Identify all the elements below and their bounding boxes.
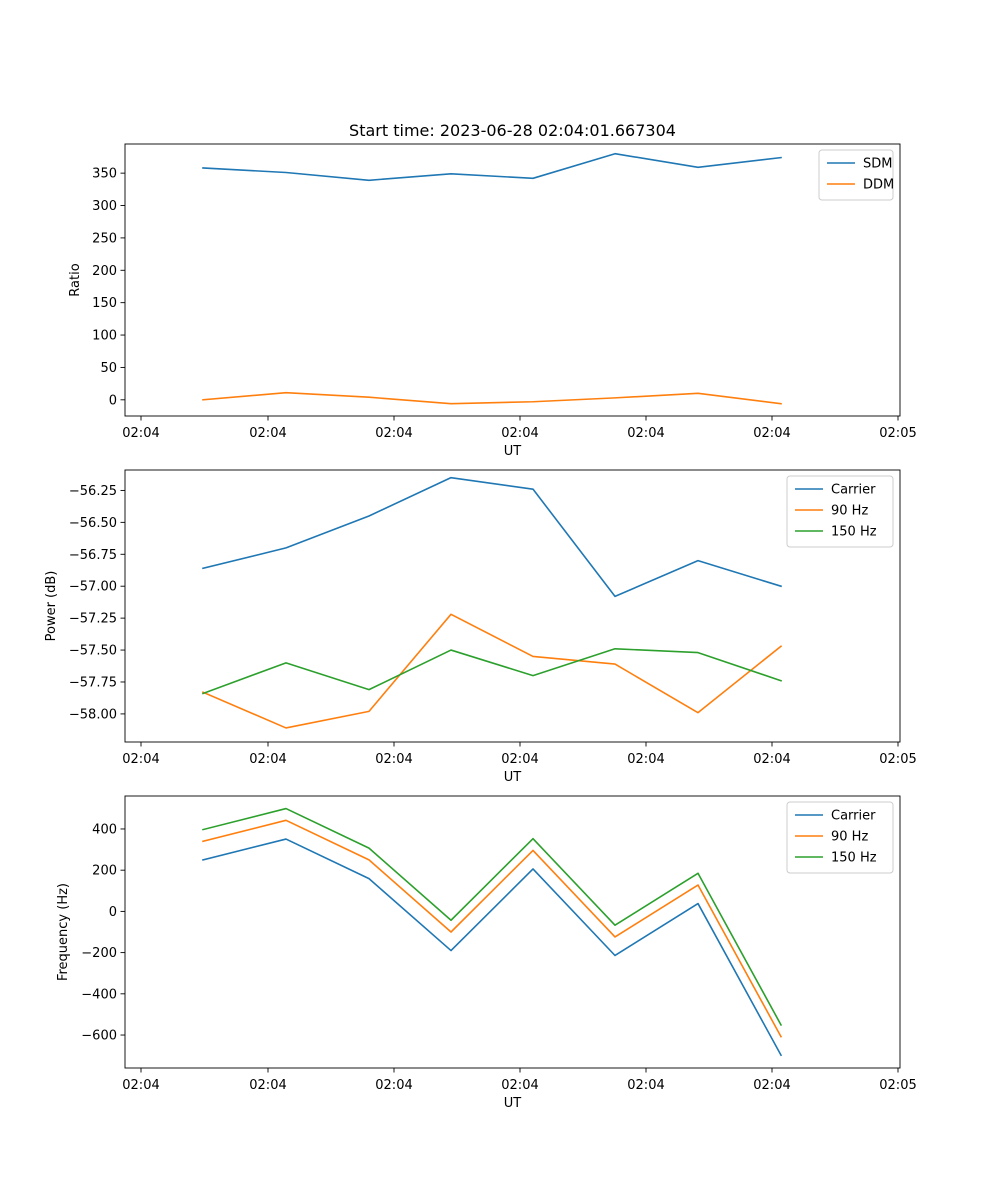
x-axis-label: UT <box>504 1096 522 1111</box>
x-tick-label: 02:04 <box>122 426 159 441</box>
x-tick-label: 02:04 <box>375 752 412 767</box>
x-tick-label: 02:04 <box>627 752 664 767</box>
legend-label: 150 Hz <box>831 851 877 866</box>
y-tick-label: −600 <box>81 1029 117 1044</box>
series-line-150-hz <box>202 807 783 1027</box>
y-tick-label: 300 <box>92 199 117 214</box>
y-tick-label: 0 <box>109 905 117 920</box>
legend: Carrier 90 Hz 150 Hz <box>786 475 894 548</box>
x-tick-label: 02:05 <box>879 752 916 767</box>
legend-label: Carrier <box>831 483 876 498</box>
y-axis-label: Power (dB) <box>44 571 59 642</box>
legend: Carrier 90 Hz 150 Hz <box>786 801 894 874</box>
chart-panel-3: 02:04 02:04 02:04 02:04 02:04 02:04 02:05 −600 −… <box>56 795 917 1111</box>
series-line-sdm <box>202 152 782 182</box>
legend: SDM DDM <box>818 149 894 201</box>
x-tick-label: 02:04 <box>375 1078 412 1093</box>
y-tick-label: 400 <box>92 822 117 837</box>
x-tick-label: 02:04 <box>501 752 538 767</box>
y-tick-label: 200 <box>92 864 117 879</box>
x-tick-label: 02:04 <box>249 426 286 441</box>
x-tick-label: 02:04 <box>753 1078 790 1093</box>
x-tick-label: 02:05 <box>879 1078 916 1093</box>
x-axis-label: UT <box>504 770 522 785</box>
x-tick-label: 02:04 <box>375 426 412 441</box>
legend-label: DDM <box>863 178 894 193</box>
legend-box <box>786 475 894 548</box>
y-tick-label: 200 <box>92 264 117 279</box>
y-tick-label: 250 <box>92 231 117 246</box>
series-line-90-hz <box>202 819 783 1038</box>
y-tick-label: 350 <box>92 167 117 182</box>
y-tick-label: 50 <box>100 361 117 376</box>
figure-title: Start time: 2023-06-28 02:04:01.667304 <box>349 121 676 140</box>
y-tick-label: 100 <box>92 329 117 344</box>
y-tick-label: −200 <box>81 946 117 961</box>
x-tick-label: 02:05 <box>879 426 916 441</box>
y-tick-label: 150 <box>92 296 117 311</box>
y-tick-label: −58.00 <box>69 707 117 722</box>
series-line-150-hz <box>201 647 783 695</box>
legend-label: 150 Hz <box>831 525 877 540</box>
y-tick-label: −57.00 <box>69 580 117 595</box>
y-tick-label: 0 <box>109 393 117 408</box>
x-tick-label: 02:04 <box>122 1078 159 1093</box>
legend-label: 90 Hz <box>831 830 868 845</box>
y-tick-label: −57.75 <box>69 675 117 690</box>
chart-panel-1: 02:04 02:04 02:04 02:04 02:04 02:04 02:05 0 50 10… <box>68 143 917 459</box>
x-tick-label: 02:04 <box>249 1078 286 1093</box>
series-line-90-hz <box>201 613 783 729</box>
chart-panel-2: 02:04 02:04 02:04 02:04 02:04 02:04 02:05 −58.0… <box>44 469 917 785</box>
x-tick-label: 02:04 <box>627 426 664 441</box>
y-axis-label: Frequency (Hz) <box>56 883 71 981</box>
series-line-carrier <box>202 838 783 1057</box>
axes-frame <box>124 143 901 417</box>
x-tick-label: 02:04 <box>501 426 538 441</box>
axes-frame <box>124 469 901 743</box>
legend-label: Carrier <box>831 809 876 824</box>
axes-frame <box>124 795 901 1069</box>
x-axis-label: UT <box>504 444 522 459</box>
y-axis-label: Ratio <box>68 263 83 296</box>
series-line-carrier <box>202 476 782 598</box>
x-tick-label: 02:04 <box>122 752 159 767</box>
y-tick-label: −400 <box>81 987 117 1002</box>
legend-label: 90 Hz <box>831 504 868 519</box>
legend-label: SDM <box>863 157 892 172</box>
x-tick-label: 02:04 <box>753 752 790 767</box>
x-tick-label: 02:04 <box>753 426 790 441</box>
y-tick-label: −56.50 <box>69 516 117 531</box>
x-tick-label: 02:04 <box>249 752 286 767</box>
legend-box <box>786 801 894 874</box>
y-tick-label: −57.25 <box>69 612 117 627</box>
x-tick-label: 02:04 <box>627 1078 664 1093</box>
y-tick-label: −56.25 <box>69 484 117 499</box>
series-line-ddm <box>202 391 782 405</box>
y-tick-label: −57.50 <box>69 644 117 659</box>
y-tick-label: −56.75 <box>69 548 117 563</box>
x-tick-label: 02:04 <box>501 1078 538 1093</box>
